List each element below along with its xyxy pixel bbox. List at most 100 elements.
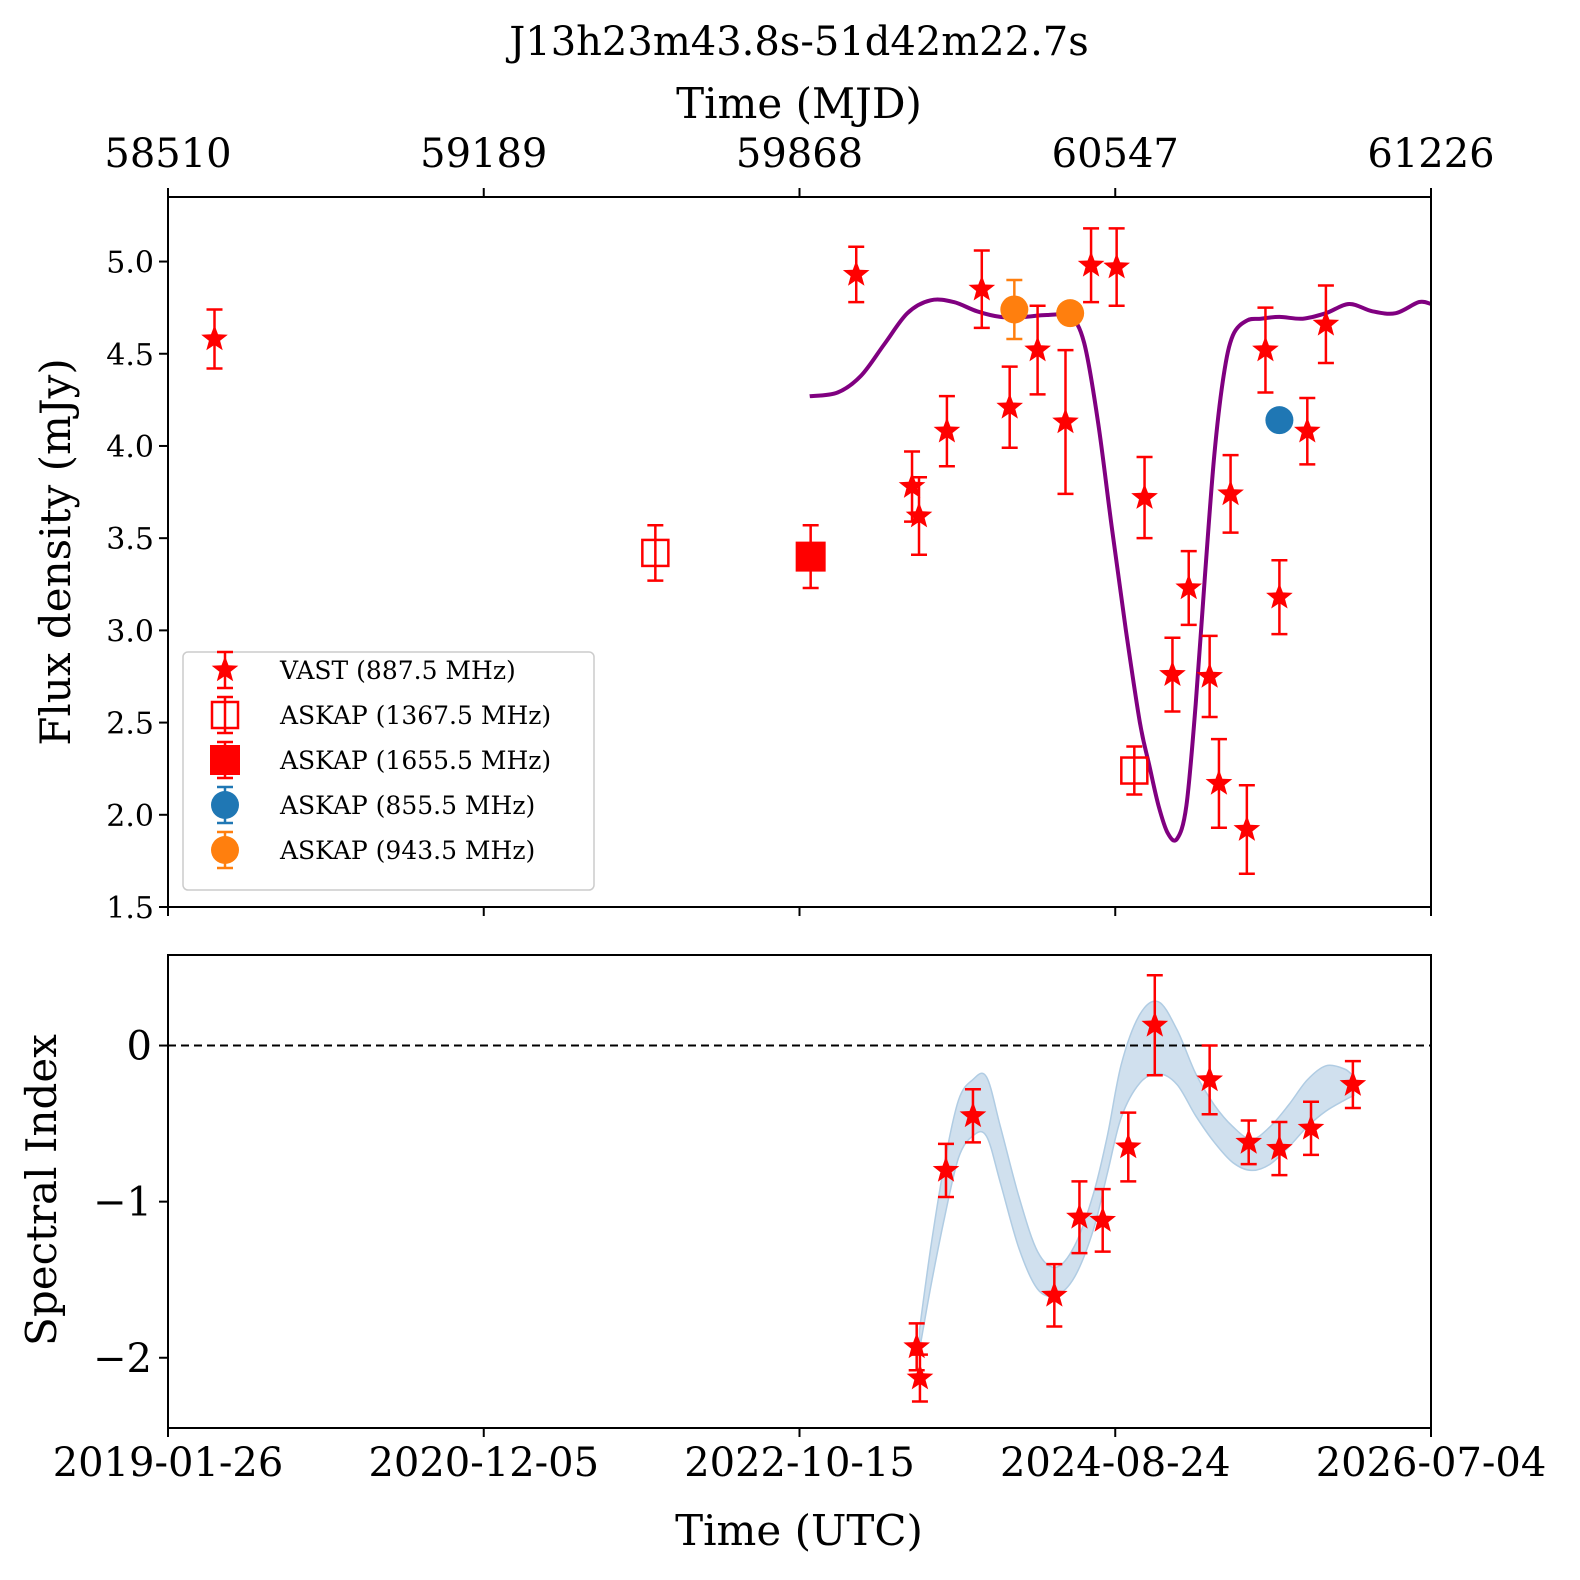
flux-y-axis-label: Flux density (mJy) [31, 358, 80, 746]
series-4 [1000, 278, 1085, 341]
utc-x-ticks: 2019-01-26 2020-12-05 2022-10-15 2024-08-24… [53, 1428, 1547, 1486]
top-tick-label-4: 61226 [1367, 131, 1494, 177]
legend-label-1: ASKAP (1367.5 MHz) [279, 701, 551, 730]
series-3 [1265, 406, 1294, 435]
series-1 [641, 524, 1149, 796]
flux-model-layer [809, 297, 1431, 843]
legend-box [182, 651, 595, 891]
si-point-8 [1141, 1011, 1169, 1037]
si-y-tick-label-1: −1 [93, 1180, 152, 1226]
legend-label-0: VAST (887.5 MHz) [279, 656, 516, 685]
series-0-point-2 [1196, 662, 1223, 688]
series-1-errbar-0 [647, 524, 664, 582]
spectral-index-y-axis-label: Spectral Index [17, 1034, 66, 1346]
series-0-point-18 [968, 275, 996, 301]
si-point-1 [906, 1364, 934, 1390]
series-4-point-0 [1000, 295, 1029, 324]
flux-panel: J13h23m43.8s-51d42m22.7s Time (MJD) 5851… [31, 19, 1495, 926]
si-point-5 [1066, 1203, 1093, 1229]
series-0-point-10 [1175, 574, 1202, 600]
series-0-point-11 [1159, 660, 1186, 686]
series-0-point-8 [1252, 336, 1279, 362]
legend-label-2: ASKAP (1655.5 MHz) [279, 746, 551, 775]
legend-entry-2: ASKAP (1655.5 MHz) [210, 740, 551, 780]
series-2 [795, 524, 826, 590]
series-0-point-12 [1131, 483, 1158, 509]
series-0-point-3 [1205, 769, 1233, 795]
si-point-6 [1089, 1206, 1116, 1232]
series-0-point-16 [1024, 336, 1051, 362]
legend-label-3: ASKAP (855.5 MHz) [279, 791, 535, 820]
series-0-point-9 [1217, 479, 1244, 506]
series-0-point-21 [898, 472, 926, 498]
legend-marker-2 [210, 745, 240, 775]
chart-title: J13h23m43.8s-51d42m22.7s [505, 19, 1089, 65]
si-point-0 [903, 1332, 930, 1359]
spectral-index-data-points [903, 974, 1367, 1403]
series-4-point-1 [1056, 299, 1085, 328]
series-1-point-0 [641, 538, 670, 568]
flux-y-tick-label-1: 2.0 [106, 799, 154, 834]
si-point-2 [932, 1156, 960, 1182]
top-x-axis-label: Time (MJD) [676, 79, 922, 128]
spectral-index-band [918, 1000, 1355, 1351]
si-point-9 [1196, 1065, 1223, 1092]
si-point-3 [959, 1101, 987, 1128]
legend-entry-4: ASKAP (943.5 MHz) [211, 830, 535, 870]
series-0-point-13 [1103, 253, 1130, 279]
si-y-tick-label-0: −2 [93, 1336, 152, 1382]
si-point-12 [1297, 1114, 1325, 1140]
legend-label-4: ASKAP (943.5 MHz) [279, 836, 535, 865]
series-0-point-4 [1233, 815, 1261, 841]
si-y-tick-label-2: 0 [127, 1024, 152, 1070]
utc-tick-label-4: 2026-07-04 [1316, 1440, 1547, 1486]
legend-entry-1: ASKAP (1367.5 MHz) [210, 695, 551, 735]
top-tick-label-3: 60547 [1052, 131, 1179, 177]
series-0-point-7 [1312, 310, 1340, 336]
flux-data-points [201, 227, 1340, 876]
series-3-point-0 [1265, 406, 1294, 435]
series-0-point-1 [842, 260, 870, 286]
series-0 [201, 227, 1340, 876]
flux-y-ticks: 1.5 2.0 2.5 3.0 3.5 4.0 4.5 5.0 [106, 246, 168, 926]
flux-y-tick-label-4: 3.5 [106, 522, 154, 557]
si-point-4 [1041, 1281, 1068, 1307]
spectral-index-band-layer [168, 1000, 1431, 1351]
flux-y-tick-label-0: 1.5 [106, 891, 154, 926]
series-2-point-0 [795, 541, 826, 572]
si-point-7 [1115, 1133, 1142, 1159]
spectral-index-plot-frame [167, 954, 1432, 1429]
bottom-x-axis-label: Time (UTC) [675, 1506, 923, 1555]
utc-tick-label-0: 2019-01-26 [53, 1440, 284, 1486]
series-0-point-15 [1052, 408, 1079, 434]
utc-tick-label-1: 2020-12-05 [368, 1440, 599, 1486]
flux-y-tick-label-2: 2.5 [106, 707, 154, 742]
series-0-point-0 [201, 325, 228, 351]
series-0-point-19 [933, 417, 961, 443]
legend-marker-1 [210, 700, 240, 730]
legend-entry-0: VAST (887.5 MHz) [211, 650, 516, 690]
legend-entry-3: ASKAP (855.5 MHz) [211, 785, 535, 825]
top-tick-label-1: 59189 [420, 131, 547, 177]
series-0-point-20 [905, 502, 933, 528]
legend: VAST (887.5 MHz) ASKAP (1367.5 MHz) ASKAP … [182, 650, 595, 891]
series-0-point-17 [996, 393, 1023, 419]
utc-tick-label-2: 2022-10-15 [684, 1440, 915, 1486]
series-0-point-14 [1077, 251, 1105, 277]
series-1-errbar-1 [1126, 745, 1143, 796]
flux-plot-frame [167, 196, 1432, 908]
si-point-13 [1339, 1070, 1367, 1096]
legend-entries: VAST (887.5 MHz) ASKAP (1367.5 MHz) ASKAP … [210, 650, 551, 870]
series-0-point-6 [1294, 417, 1321, 443]
top-tick-label-0: 58510 [104, 131, 231, 177]
si-point-11 [1266, 1134, 1293, 1160]
series-0-point-5 [1266, 583, 1293, 609]
flux-top-ticks: 58510 59189 59868 60547 61226 [104, 131, 1495, 916]
flux-y-tick-label-3: 3.0 [106, 614, 154, 649]
legend-marker-0 [211, 656, 239, 682]
spectral-index-panel: −2 −1 0 2019-01-26 2020-12-05 2022-10-15 2024… [17, 954, 1547, 1555]
flux-y-tick-label-6: 4.5 [106, 338, 154, 373]
model-curve [809, 297, 1431, 843]
utc-tick-label-3: 2024-08-24 [1000, 1440, 1231, 1486]
si-point-10 [1235, 1128, 1262, 1154]
